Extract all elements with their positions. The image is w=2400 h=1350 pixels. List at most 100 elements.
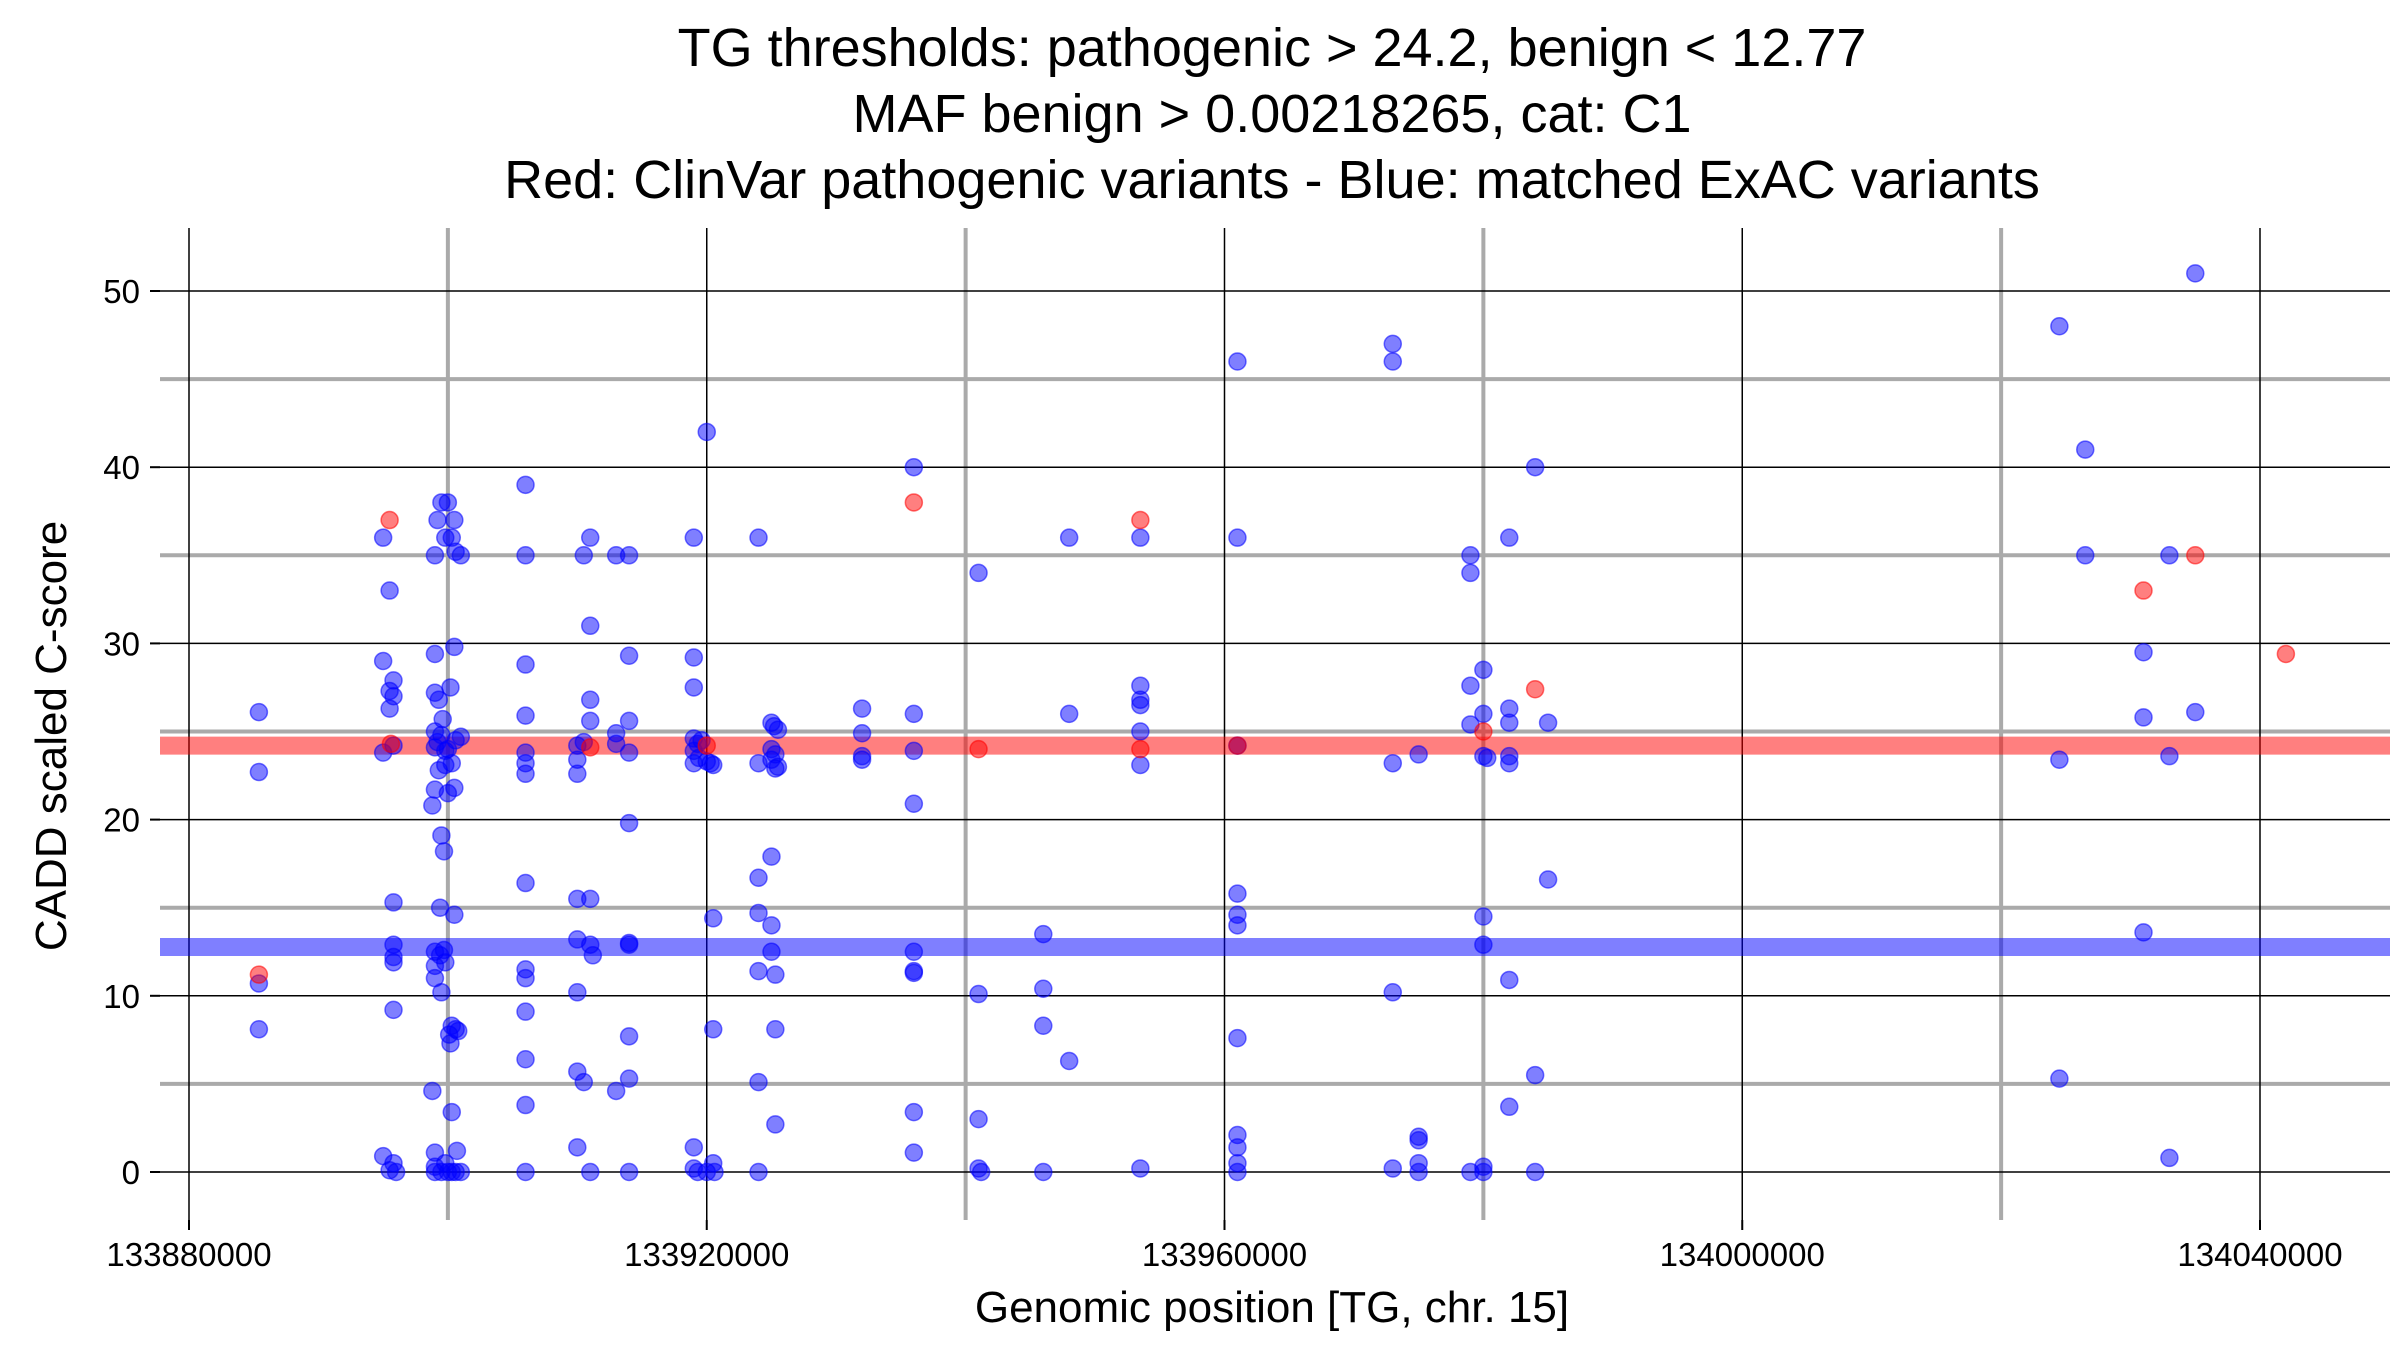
exac-point <box>516 1162 535 1182</box>
exac-point <box>904 961 924 981</box>
chart-title: TG thresholds: pathogenic > 24.2, benign… <box>504 18 2040 210</box>
exac-point <box>581 528 600 547</box>
clinvar-point <box>697 736 716 755</box>
exac-point <box>1131 695 1150 715</box>
major-gridlines <box>160 228 2390 1220</box>
exac-point <box>904 457 924 477</box>
exac-point <box>384 953 403 972</box>
title-line-1: TG thresholds: pathogenic > 24.2, benign… <box>678 18 1867 78</box>
exac-point <box>423 1081 442 1101</box>
exac-point <box>451 546 471 565</box>
y-tick-label: 0 <box>122 1154 140 1191</box>
clinvar-point <box>380 510 399 530</box>
x-axis-ticks: 133880000 133920000 133960000 134000000 1340… <box>106 1220 2343 1273</box>
exac-point <box>703 909 723 928</box>
exac-point <box>762 847 781 866</box>
exac-point <box>749 868 768 887</box>
y-tick-label: 10 <box>103 978 140 1015</box>
exac-point <box>445 637 464 657</box>
exac-point <box>516 873 535 893</box>
exac-point <box>619 743 639 762</box>
clinvar-point <box>2186 546 2205 565</box>
clinvar-point <box>2134 581 2153 600</box>
exac-point <box>1228 528 1247 547</box>
exac-point <box>1525 457 1545 477</box>
exac-point <box>1383 753 1403 773</box>
exac-point <box>568 764 587 784</box>
exac-point <box>1474 935 1493 954</box>
exac-point <box>1228 1138 1247 1157</box>
exac-point <box>445 778 464 798</box>
exac-point <box>1461 546 1480 565</box>
exac-point <box>766 1115 785 1134</box>
exac-point <box>516 1002 535 1021</box>
exac-point <box>428 510 447 530</box>
exac-point <box>606 1081 626 1101</box>
x-tick-label: 133960000 <box>1142 1236 1307 1273</box>
x-tick-label: 134040000 <box>2177 1236 2342 1273</box>
exac-point <box>516 764 535 784</box>
exac-point <box>384 1000 403 1020</box>
x-tick-label: 133880000 <box>106 1236 271 1273</box>
exac-point <box>436 953 455 972</box>
exac-point <box>384 671 403 690</box>
exac-point <box>1034 924 1053 944</box>
exac-point <box>1478 748 1497 768</box>
exac-point <box>2160 546 2179 565</box>
exac-point <box>606 734 626 754</box>
exac-point <box>436 755 455 775</box>
exac-point <box>619 813 639 833</box>
exac-point <box>516 1049 535 1069</box>
y-tick-label: 40 <box>103 449 140 486</box>
exac-point <box>249 762 269 782</box>
exac-point <box>2134 708 2153 727</box>
exac-point <box>705 1162 724 1182</box>
exac-point <box>1525 1162 1545 1182</box>
exac-point <box>619 711 639 731</box>
exac-point <box>2134 642 2153 662</box>
exac-point <box>434 842 454 861</box>
exac-point <box>1228 352 1247 371</box>
exac-point <box>1228 916 1247 935</box>
exac-point <box>1228 884 1247 903</box>
exac-point <box>1409 745 1428 764</box>
exac-point <box>768 720 788 739</box>
exac-point <box>445 905 464 924</box>
exac-point <box>749 528 768 547</box>
exac-point <box>749 961 768 981</box>
exac-point <box>969 1109 988 1129</box>
exac-point <box>1131 722 1150 741</box>
exac-point <box>2050 316 2069 336</box>
exac-point <box>1500 713 1519 732</box>
exac-point <box>516 968 535 988</box>
x-tick-label: 133920000 <box>624 1236 789 1273</box>
exac-point <box>1474 660 1493 680</box>
exac-point <box>373 651 393 671</box>
exac-point <box>516 655 535 674</box>
clinvar-point <box>969 739 988 759</box>
exac-point <box>432 983 451 1002</box>
exac-point <box>1059 528 1079 547</box>
exac-point <box>749 1162 768 1182</box>
exac-point <box>1034 1162 1053 1182</box>
exac-point <box>2160 1148 2179 1168</box>
exac-point <box>451 727 471 747</box>
exac-point <box>1228 1028 1247 1048</box>
exac-point <box>1525 1065 1545 1085</box>
exac-point <box>1383 983 1403 1002</box>
y-tick-label: 30 <box>103 625 140 662</box>
exac-point <box>1034 979 1053 999</box>
exac-point <box>436 1153 455 1173</box>
exac-point <box>1461 676 1480 695</box>
exac-point <box>619 1162 639 1182</box>
exac-point <box>423 796 442 815</box>
exac-point <box>451 1162 471 1182</box>
title-line-2: MAF benign > 0.00218265, cat: C1 <box>852 84 1691 144</box>
clinvar-point <box>381 734 401 754</box>
exac-point <box>969 563 988 583</box>
exac-point <box>249 702 269 722</box>
clinvar-point <box>1131 510 1150 530</box>
exac-point <box>2186 702 2205 722</box>
exac-point <box>568 983 587 1002</box>
exac-point <box>432 826 451 845</box>
